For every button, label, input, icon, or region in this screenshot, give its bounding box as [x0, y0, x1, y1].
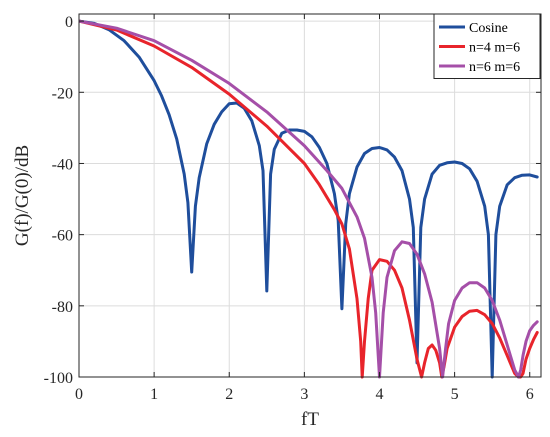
axis-ticks: 0 1 2 3 4 5 6 0 -20 -40 -60 -80 -100 — [44, 14, 541, 403]
legend-label: n=4 m=6 — [469, 41, 520, 56]
legend: Cosine n=4 m=6 n=6 m=6 — [433, 13, 541, 79]
x-axis-label: fT — [301, 409, 319, 430]
y-tick-label: 0 — [65, 14, 73, 31]
x-tick-label: 0 — [75, 386, 83, 403]
y-tick-label: -100 — [44, 370, 73, 387]
y-tick-label: -20 — [52, 85, 73, 102]
y-axis-label: G(f)/G(0)/dB — [12, 145, 33, 246]
x-tick-label: 3 — [300, 386, 308, 403]
x-tick-label: 6 — [526, 386, 534, 403]
legend-label: n=6 m=6 — [469, 60, 520, 75]
series-layer — [79, 19, 539, 379]
y-tick-label: -40 — [52, 156, 73, 173]
x-tick-label: 1 — [150, 386, 158, 403]
plot-frame — [78, 13, 542, 378]
series-line-n-4-m-6 — [79, 19, 539, 379]
x-tick-label: 2 — [225, 386, 233, 403]
legend-label: Cosine — [469, 21, 508, 36]
series-line-n-6-m-6 — [79, 19, 539, 379]
series-line-cosine — [79, 19, 539, 379]
y-tick-label: -80 — [52, 299, 73, 316]
x-tick-label: 5 — [451, 386, 459, 403]
x-tick-label: 4 — [375, 386, 383, 403]
y-tick-label: -60 — [52, 228, 73, 245]
